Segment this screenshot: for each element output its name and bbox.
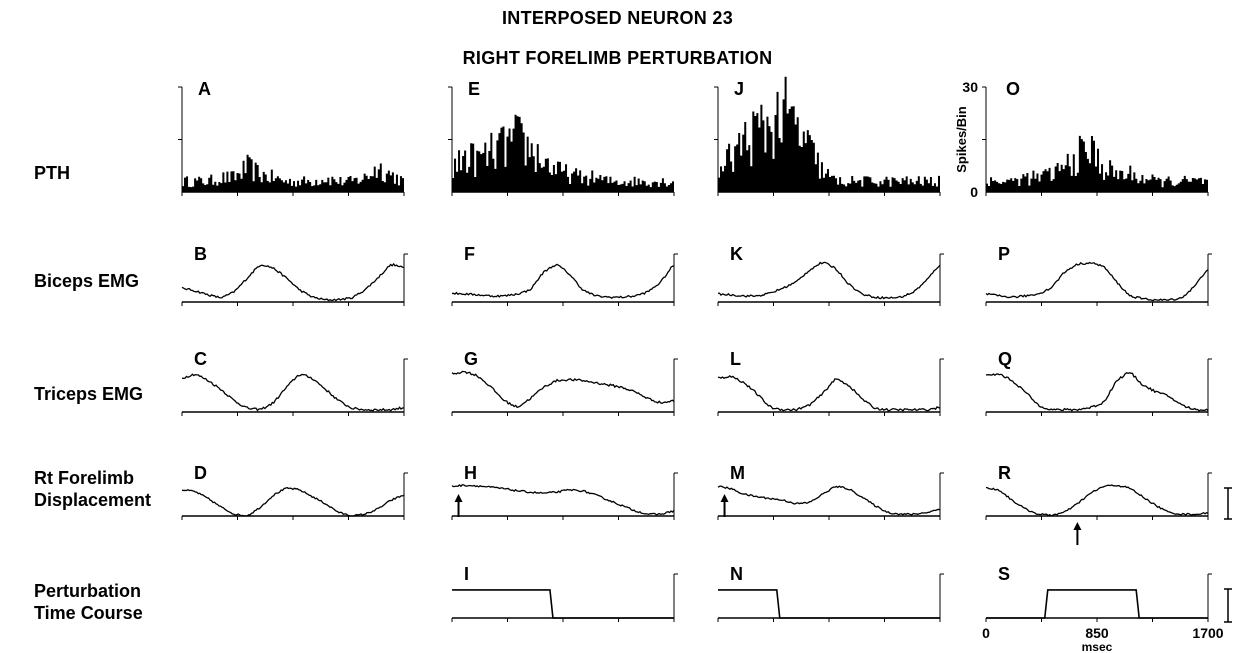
onset-arrow-head	[720, 494, 729, 502]
panel-letter: H	[464, 463, 477, 483]
row-label-line: Triceps EMG	[34, 384, 144, 404]
panel-S: S	[985, 564, 1212, 622]
pth-histogram-J	[718, 76, 940, 192]
row-label-displacement: Rt Forelimb Displacement	[34, 467, 151, 511]
panel-C: C	[181, 349, 408, 416]
figure-subtitle: RIGHT FORELIMB PERTURBATION	[462, 48, 773, 68]
trace-L	[717, 375, 941, 412]
trace-P	[985, 261, 1209, 302]
onset-arrow-head	[1073, 522, 1082, 530]
panel-letter: G	[464, 349, 478, 369]
trace-H	[451, 483, 675, 516]
row-label-perturbation: Perturbation Time Course	[34, 580, 143, 624]
pth-y-axis-label: Spikes/Bin	[954, 106, 969, 173]
panel-F: F	[451, 244, 678, 306]
panel-R: R	[985, 463, 1212, 520]
panel-letter: A	[198, 79, 211, 99]
panel-I: I	[451, 564, 678, 622]
perturbation-trace-I	[452, 589, 674, 619]
panel-letter: F	[464, 244, 475, 264]
panel-M: M	[717, 463, 944, 520]
panel-K: K	[717, 244, 944, 306]
x-tick-label: 1700	[1192, 625, 1223, 641]
row-label-line: Displacement	[34, 490, 152, 510]
row-label-biceps: Biceps EMG	[34, 270, 139, 292]
panel-letter: S	[998, 564, 1010, 584]
pth-ytick-label: 30	[962, 79, 978, 95]
pth-histogram-O	[986, 135, 1208, 192]
panel-letter: L	[730, 349, 741, 369]
x-axis-unit: msec	[1082, 640, 1113, 653]
panel-letter: N	[730, 564, 743, 584]
panel-letter: D	[194, 463, 207, 483]
trace-Q	[985, 372, 1209, 412]
panel-N: N	[717, 564, 944, 622]
panel-D: D	[181, 463, 408, 520]
panel-letter: B	[194, 244, 207, 264]
panel-letter: O	[1006, 79, 1020, 99]
pth-histogram-A	[182, 154, 404, 192]
trace-D	[181, 486, 405, 517]
trace-R	[985, 484, 1209, 517]
panel-G: G	[451, 349, 678, 416]
trace-M	[717, 485, 941, 516]
pth-histogram-E	[452, 114, 674, 192]
trace-F	[451, 263, 675, 299]
panel-E: E	[448, 79, 675, 196]
figure-title: INTERPOSED NEURON 23	[501, 8, 734, 28]
panel-P: P	[985, 244, 1212, 306]
panel-L: L	[717, 349, 944, 416]
panel-letter: K	[730, 244, 743, 264]
onset-arrow-head	[454, 494, 463, 502]
row-label-pth: PTH	[34, 162, 70, 184]
panel-letter: Q	[998, 349, 1012, 369]
pth-ytick-label: 0	[970, 184, 978, 200]
panel-letter: P	[998, 244, 1010, 264]
row-label-line: PTH	[34, 163, 70, 183]
row-label-line: Perturbation	[34, 581, 142, 601]
panel-letter: R	[998, 463, 1011, 483]
trace-B	[181, 262, 405, 302]
panel-letter: J	[734, 79, 744, 99]
panel-letter: C	[194, 349, 207, 369]
trace-G	[451, 370, 675, 409]
trace-K	[717, 261, 941, 300]
panel-letter: I	[464, 564, 469, 584]
perturbation-trace-S	[986, 589, 1208, 619]
x-tick-label: 0	[982, 625, 990, 641]
panel-Q: Q	[985, 349, 1212, 416]
panel-letter: E	[468, 79, 480, 99]
row-label-line: Rt Forelimb	[34, 468, 135, 488]
row-label-triceps: Triceps EMG	[34, 383, 143, 405]
row-label-line: Time Course	[34, 603, 143, 623]
panel-letter: M	[730, 463, 745, 483]
x-tick-label: 850	[1085, 625, 1109, 641]
panel-H: H	[451, 463, 678, 520]
panel-A: A	[178, 79, 405, 196]
trace-C	[181, 373, 405, 412]
row-label-line: Biceps EMG	[34, 271, 140, 291]
panel-B: B	[181, 244, 408, 306]
panel-J: J	[714, 76, 941, 196]
perturbation-trace-N	[718, 589, 940, 619]
